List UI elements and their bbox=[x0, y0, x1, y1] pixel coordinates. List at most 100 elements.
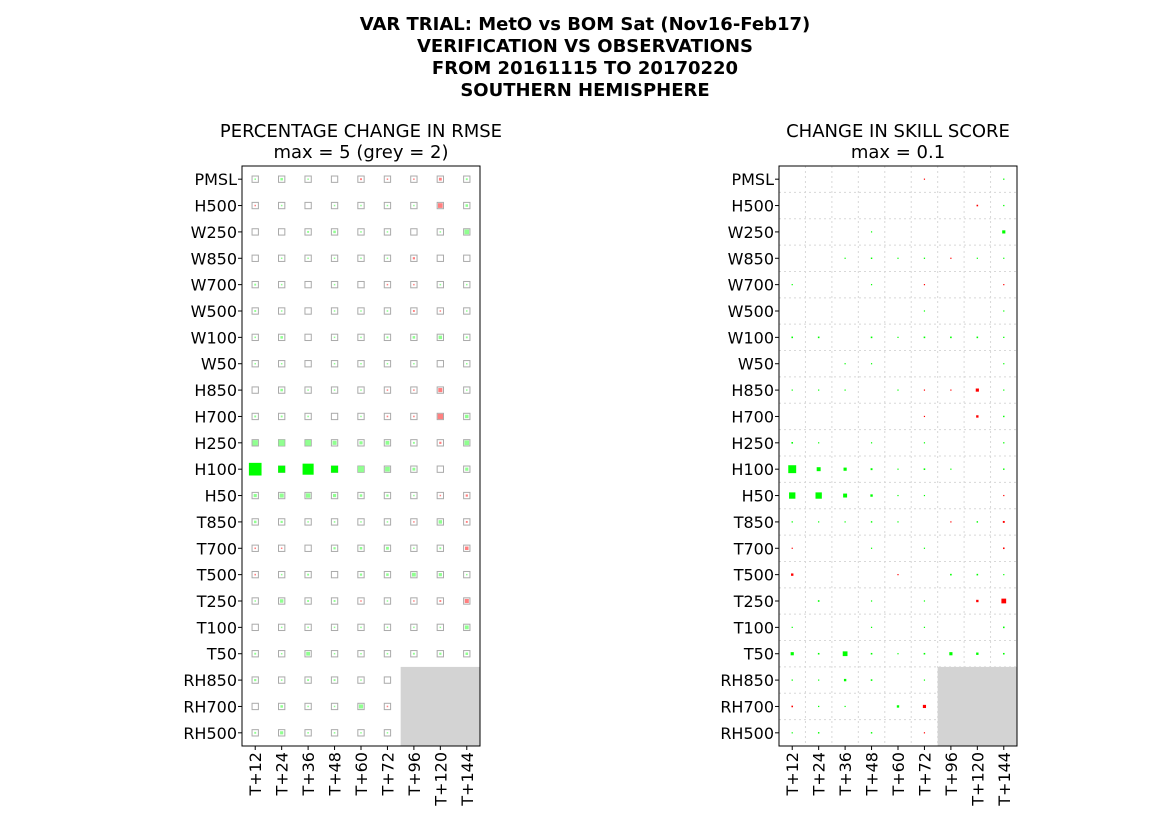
rmse-value-mark bbox=[280, 705, 283, 708]
skill-value-mark bbox=[976, 652, 979, 655]
skill-row-label: T100 bbox=[733, 618, 774, 637]
rmse-ref-box bbox=[357, 623, 365, 632]
rmse-value-mark bbox=[360, 336, 362, 339]
rmse-value-mark bbox=[438, 573, 442, 577]
skill-value-mark bbox=[870, 363, 873, 365]
rmse-ref-box bbox=[410, 491, 418, 500]
rmse-ref-box bbox=[357, 412, 365, 421]
rmse-value-mark bbox=[439, 283, 442, 286]
skill-value-mark bbox=[897, 494, 899, 497]
skill-panel-title: CHANGE IN SKILL SCORE max = 0.1 bbox=[677, 121, 1119, 163]
rmse-ref-box bbox=[463, 491, 471, 500]
rmse-ref-box bbox=[251, 228, 259, 236]
rmse-value-mark bbox=[465, 652, 469, 655]
rmse-value-mark bbox=[360, 204, 362, 207]
title-line-2: VERIFICATION VS OBSERVATIONS bbox=[417, 36, 753, 57]
skill-value-mark bbox=[1001, 598, 1007, 604]
rmse-ref-box bbox=[278, 623, 286, 632]
skill-value-mark bbox=[791, 626, 793, 628]
skill-value-mark bbox=[791, 389, 793, 391]
rmse-value-mark bbox=[333, 732, 336, 734]
rmse-ref-box bbox=[251, 702, 259, 711]
skill-value-mark bbox=[1003, 494, 1005, 497]
rmse-value-mark bbox=[413, 415, 415, 418]
rmse-ref-box bbox=[330, 518, 339, 526]
rmse-value-mark bbox=[254, 283, 257, 286]
skill-value-mark bbox=[949, 652, 953, 656]
rmse-ref-box bbox=[463, 254, 471, 262]
rmse-ref-box bbox=[463, 439, 471, 447]
rmse-value-mark bbox=[254, 362, 256, 365]
rmse-value-mark bbox=[254, 652, 257, 655]
title-line-3: FROM 20161115 TO 20170220 bbox=[431, 58, 739, 79]
rmse-ref-box bbox=[357, 254, 365, 262]
rmse-ref-box bbox=[463, 465, 471, 473]
rmse-value-mark bbox=[386, 573, 389, 576]
skill-value-mark bbox=[923, 415, 926, 418]
skill-value-mark bbox=[870, 442, 873, 444]
skill-row-label: W500 bbox=[728, 302, 774, 321]
rmse-ref-box bbox=[383, 280, 392, 289]
rmse-value-mark bbox=[386, 204, 389, 207]
rmse-row-label: H700 bbox=[194, 407, 237, 426]
skill-value-mark bbox=[870, 600, 873, 602]
rmse-ref-box bbox=[304, 175, 312, 183]
rmse-ref-box bbox=[330, 386, 339, 394]
skill-value-mark bbox=[897, 389, 899, 391]
rmse-ref-box bbox=[436, 360, 444, 368]
rmse-ref-box bbox=[304, 597, 312, 605]
skill-value-mark bbox=[1003, 389, 1005, 391]
rmse-ref-box bbox=[251, 333, 259, 342]
rmse-value-mark bbox=[412, 257, 415, 260]
rmse-ref-box bbox=[357, 518, 365, 526]
rmse-value-mark bbox=[464, 229, 470, 235]
rmse-ref-box bbox=[383, 439, 392, 447]
skill-value-mark bbox=[817, 652, 820, 655]
rmse-value-mark bbox=[360, 231, 362, 233]
rmse-value-mark bbox=[280, 520, 283, 524]
skill-value-mark bbox=[923, 494, 926, 497]
rmse-value-mark bbox=[385, 440, 390, 445]
rmse-value-mark bbox=[248, 462, 262, 476]
rmse-ref-box bbox=[436, 597, 444, 605]
rmse-col-label: T+12 bbox=[246, 752, 265, 797]
rmse-ref-box bbox=[383, 702, 392, 711]
rmse-value-mark bbox=[386, 705, 389, 708]
rmse-value-mark bbox=[360, 521, 362, 523]
rmse-value-mark bbox=[413, 389, 415, 391]
rmse-value-mark bbox=[438, 177, 442, 181]
rmse-value-mark bbox=[254, 415, 257, 418]
rmse-ref-box bbox=[436, 439, 444, 447]
skill-value-mark bbox=[975, 388, 979, 392]
rmse-ref-box bbox=[463, 280, 471, 289]
rmse-value-mark bbox=[439, 626, 442, 629]
rmse-col-label: T+96 bbox=[405, 752, 424, 797]
rmse-ref-box bbox=[383, 412, 392, 421]
skill-value-mark bbox=[923, 389, 926, 391]
skill-value-mark bbox=[923, 257, 926, 259]
rmse-col-label: T+36 bbox=[299, 752, 318, 797]
skill-value-mark bbox=[791, 732, 793, 734]
rmse-ref-box bbox=[410, 439, 418, 447]
skill-col-label: T+12 bbox=[783, 752, 802, 797]
rmse-ref-box bbox=[304, 412, 312, 421]
skill-row-label: T250 bbox=[733, 592, 774, 611]
rmse-value-mark bbox=[439, 231, 442, 233]
skill-value-mark bbox=[1003, 336, 1005, 338]
rmse-ref-box bbox=[278, 201, 286, 210]
skill-value-mark bbox=[789, 492, 796, 499]
skill-value-mark bbox=[870, 652, 873, 655]
skill-value-mark bbox=[923, 468, 926, 470]
skill-value-mark bbox=[1003, 310, 1005, 312]
rmse-ref-box bbox=[304, 280, 312, 289]
rmse-value-mark bbox=[280, 626, 283, 629]
rmse-value-mark bbox=[466, 283, 468, 286]
rmse-ref-box bbox=[304, 307, 312, 315]
rmse-value-mark bbox=[280, 388, 283, 392]
rmse-ref-box bbox=[278, 254, 286, 262]
rmse-value-mark bbox=[254, 204, 256, 207]
rmse-ref-box bbox=[383, 360, 392, 368]
rmse-ref-box bbox=[330, 439, 339, 447]
rmse-ref-box bbox=[357, 228, 365, 236]
